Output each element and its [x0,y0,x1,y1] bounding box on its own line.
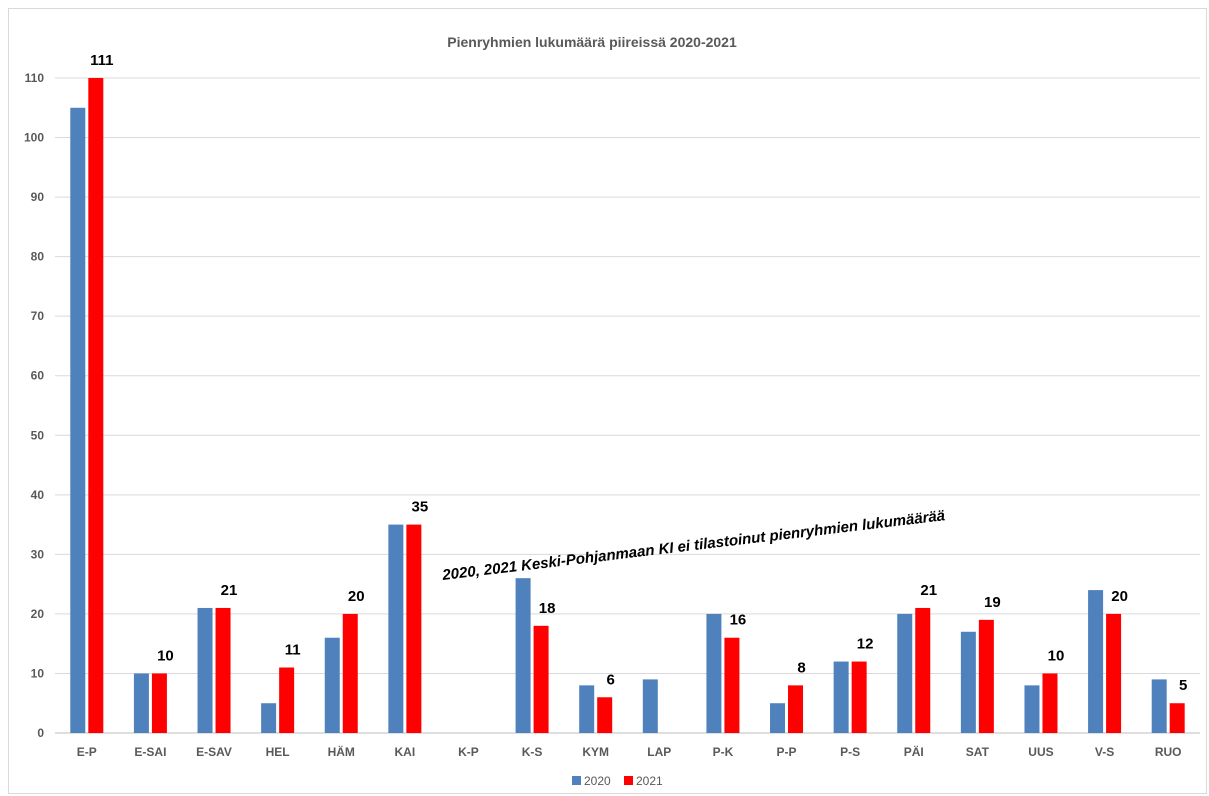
x-tick-label: E-P [77,745,97,759]
bar-2020-KYM [579,685,595,733]
data-label-HÄM: 20 [348,588,365,605]
y-tick-label: 40 [31,488,45,502]
x-tick-label: PÄI [904,744,924,759]
bar-2020-E-SAI [133,673,149,733]
bar-2020-P-K [706,613,722,733]
y-tick-label: 10 [31,666,45,680]
data-label-KAI: 35 [412,499,429,516]
data-label-KYM: 6 [607,671,615,688]
data-label-PÄI: 21 [920,582,937,599]
y-tick-label: 70 [31,309,45,323]
bar-2021-UUS [1042,673,1058,733]
x-tick-label: P-K [713,745,734,759]
bar-2020-UUS [1024,685,1040,733]
bar-2020-K-S [515,578,531,733]
bar-2020-V-S [1088,590,1104,733]
data-label-E-SAI: 10 [157,647,174,664]
data-label-UUS: 10 [1048,647,1065,664]
y-tick-label: 90 [31,190,45,204]
x-tick-label: K-P [458,745,479,759]
bar-2021-RUO [1169,703,1185,733]
x-tick-label: KAI [395,745,416,759]
x-tick-label: LAP [647,745,671,759]
legend: 2020 2021 [572,774,663,788]
bar-2020-SAT [960,631,976,733]
bar-2020-E-SAV [197,607,213,733]
y-tick-label: 20 [31,607,45,621]
bar-2021-HÄM [342,613,358,733]
y-tick-label: 100 [24,131,44,145]
data-labels: 111 10 21 11 20 35 18 6 16 8 12 21 19 10 20 5 [90,52,1187,694]
y-tick-label: 0 [37,726,44,740]
x-tick-label: KYM [582,745,609,759]
x-tick-label: HÄM [328,744,355,759]
y-tick-label: 80 [31,250,45,264]
bar-2021-KYM [597,697,613,733]
bar-2020-KAI [388,524,404,733]
x-axis-ticks: E-P E-SAI E-SAV HEL HÄM KAI K-P K-S KYM LAP P-K P-P… [77,744,1182,759]
data-label-P-K: 16 [730,612,747,629]
bar-2021-P-P [788,685,804,733]
bar-2020-HEL [261,703,277,733]
y-tick-label: 50 [31,428,45,442]
legend-swatch-2020 [572,776,581,785]
gridlines [55,77,1200,734]
bar-2021-P-K [724,637,740,733]
x-tick-label: RUO [1155,745,1182,759]
bars [70,78,1185,734]
x-tick-label: UUS [1028,745,1053,759]
x-tick-label: E-SAV [196,745,232,759]
bar-2021-SAT [978,619,994,733]
x-tick-label: K-S [522,745,543,759]
chart-title: Pienryhmien lukumäärä piireissä 2020-202… [447,34,737,50]
y-tick-label: 110 [25,71,45,85]
x-tick-label: SAT [966,745,990,759]
bar-2021-K-S [533,625,549,733]
data-label-RUO: 5 [1179,677,1187,694]
chart-annotation: 2020, 2021 Keski-Pohjanmaan KI ei tilast… [440,507,945,584]
bar-2021-KAI [406,524,422,733]
data-label-SAT: 19 [984,594,1001,611]
bar-2020-E-P [70,107,86,734]
bar-2020-PÄI [897,613,913,733]
bar-2021-P-S [851,661,867,733]
x-tick-label: V-S [1095,745,1114,759]
x-tick-label: P-S [840,745,860,759]
bar-2020-LAP [642,679,658,733]
bar-2020-P-S [833,661,849,733]
bar-2021-PÄI [915,607,931,733]
data-label-V-S: 20 [1111,588,1128,605]
data-label-K-S: 18 [539,600,556,617]
bar-2021-E-SAI [151,673,167,733]
bar-2021-E-P [88,78,104,733]
bar-2020-P-P [770,703,786,733]
x-tick-label: P-P [777,745,797,759]
bar-2021-V-S [1106,613,1122,733]
x-tick-label: E-SAI [134,745,166,759]
data-label-E-P: 111 [90,52,113,69]
y-tick-label: 30 [31,547,45,561]
bar-2020-HÄM [324,637,340,733]
y-tick-label: 60 [31,369,45,383]
data-label-P-P: 8 [797,659,805,676]
legend-swatch-2021 [624,776,633,785]
bar-2020-RUO [1151,679,1167,733]
x-tick-label: HEL [266,745,290,759]
y-axis-ticks: 0 10 20 30 40 50 60 70 80 90 100 110 [24,71,44,740]
legend-label-2020: 2020 [584,774,611,788]
legend-label-2021: 2021 [636,774,663,788]
bar-2021-E-SAV [215,607,231,733]
data-label-E-SAV: 21 [221,582,238,599]
data-label-P-S: 12 [857,636,874,653]
bar-2021-HEL [279,667,295,733]
data-label-HEL: 11 [285,642,301,659]
